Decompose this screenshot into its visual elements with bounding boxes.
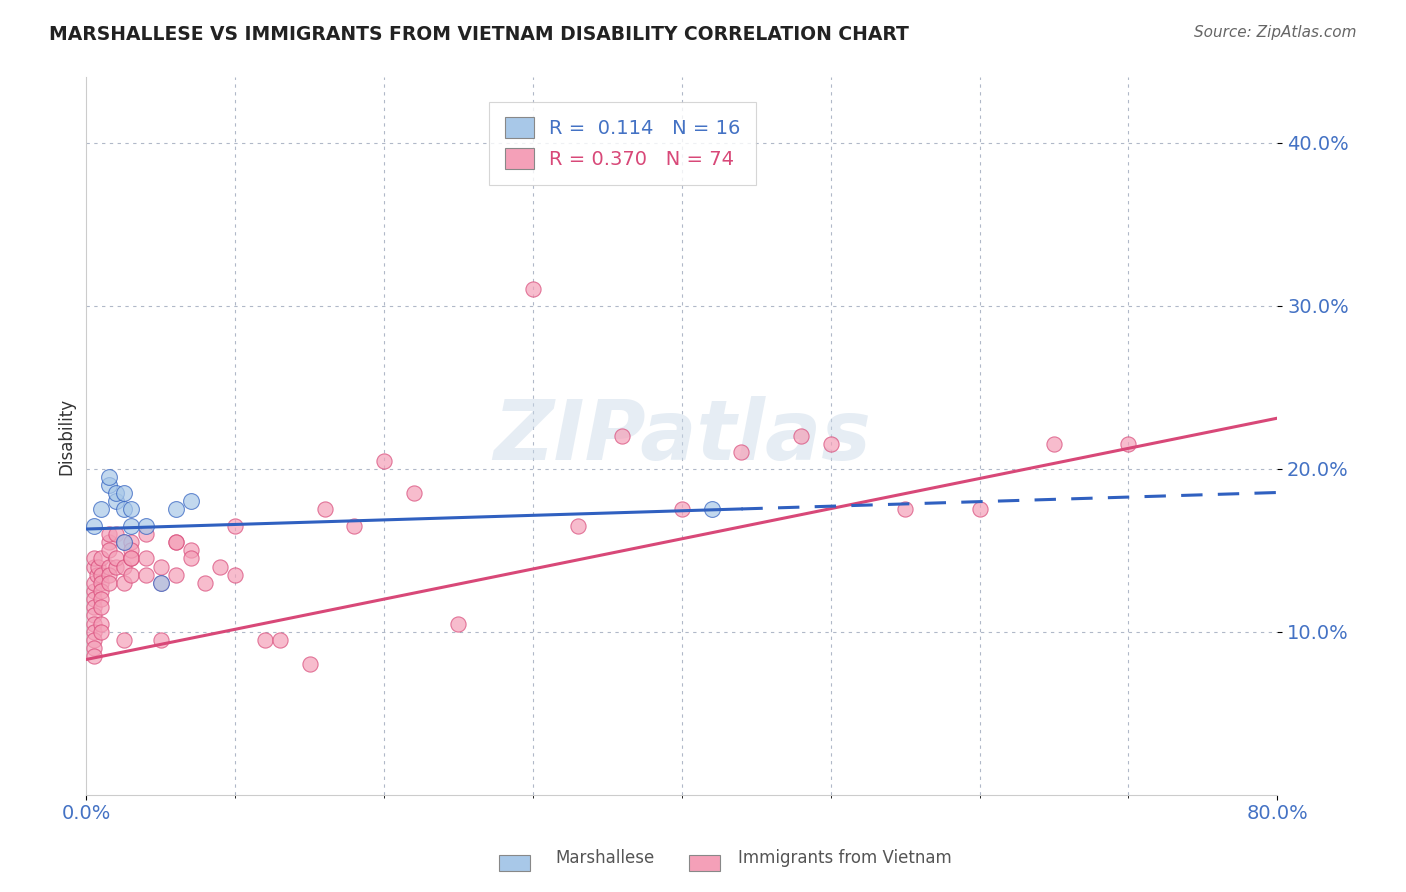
Point: [97, 478, 120, 492]
Point: [120, 502, 142, 516]
Point: [112, 559, 135, 574]
Point: [90, 551, 112, 566]
Point: [522, 282, 544, 296]
Point: [298, 657, 321, 672]
Point: [790, 429, 813, 443]
Point: [730, 445, 752, 459]
Point: [90, 624, 112, 639]
Point: [120, 535, 142, 549]
Point: [97, 567, 120, 582]
Point: [165, 535, 187, 549]
Point: [179, 543, 201, 558]
Point: [120, 551, 142, 566]
Point: [224, 518, 246, 533]
Point: [97, 543, 120, 558]
Point: [90, 584, 112, 599]
Point: [135, 518, 157, 533]
Point: [83, 632, 105, 647]
Point: [969, 502, 991, 516]
Point: [87, 559, 110, 574]
Text: Source: ZipAtlas.com: Source: ZipAtlas.com: [1194, 25, 1357, 40]
Point: [90, 600, 112, 615]
Point: [120, 543, 142, 558]
Point: [105, 551, 128, 566]
Point: [90, 575, 112, 590]
Point: [112, 502, 135, 516]
Point: [83, 518, 105, 533]
Point: [97, 575, 120, 590]
Text: Immigrants from Vietnam: Immigrants from Vietnam: [738, 848, 952, 866]
Point: [97, 470, 120, 484]
Point: [90, 502, 112, 516]
Point: [894, 502, 917, 516]
Point: [83, 600, 105, 615]
Point: [83, 624, 105, 639]
Point: [120, 551, 142, 566]
Point: [86, 567, 108, 582]
Point: [194, 575, 217, 590]
Text: MARSHALLESE VS IMMIGRANTS FROM VIETNAM DISABILITY CORRELATION CHART: MARSHALLESE VS IMMIGRANTS FROM VIETNAM D…: [49, 25, 910, 44]
Point: [1043, 437, 1066, 451]
Point: [97, 535, 120, 549]
Point: [120, 518, 142, 533]
Point: [83, 584, 105, 599]
Point: [83, 616, 105, 631]
Point: [149, 575, 172, 590]
Text: Marshallese: Marshallese: [555, 848, 655, 866]
Legend: R =  0.114   N = 16, R = 0.370   N = 74: R = 0.114 N = 16, R = 0.370 N = 74: [489, 102, 756, 185]
Point: [112, 535, 135, 549]
Point: [209, 559, 232, 574]
Point: [567, 518, 589, 533]
Point: [83, 551, 105, 566]
Point: [105, 527, 128, 541]
Point: [314, 502, 336, 516]
Point: [149, 575, 172, 590]
Point: [83, 608, 105, 623]
Point: [224, 567, 246, 582]
Point: [90, 567, 112, 582]
Point: [135, 567, 157, 582]
Point: [402, 486, 425, 500]
Point: [165, 502, 187, 516]
Point: [253, 632, 276, 647]
Point: [90, 592, 112, 607]
Point: [97, 559, 120, 574]
Point: [447, 616, 470, 631]
Point: [671, 502, 693, 516]
Point: [83, 649, 105, 664]
Point: [269, 632, 291, 647]
Point: [120, 567, 142, 582]
Point: [179, 551, 201, 566]
Point: [83, 592, 105, 607]
Point: [105, 494, 128, 508]
Text: ZIPatlas: ZIPatlas: [494, 395, 870, 476]
Point: [97, 527, 120, 541]
Point: [612, 429, 634, 443]
Point: [149, 632, 172, 647]
Point: [105, 486, 128, 500]
Point: [179, 494, 201, 508]
Point: [165, 567, 187, 582]
Point: [112, 535, 135, 549]
Point: [112, 486, 135, 500]
Point: [149, 559, 172, 574]
Point: [83, 640, 105, 655]
Point: [135, 527, 157, 541]
Point: [343, 518, 366, 533]
Point: [83, 575, 105, 590]
Point: [820, 437, 842, 451]
Point: [1118, 437, 1140, 451]
Point: [105, 559, 128, 574]
Point: [112, 575, 135, 590]
Point: [112, 632, 135, 647]
Point: [135, 551, 157, 566]
Point: [83, 559, 105, 574]
Point: [90, 616, 112, 631]
Point: [373, 453, 395, 467]
Point: [700, 502, 723, 516]
Point: [165, 535, 187, 549]
Y-axis label: Disability: Disability: [58, 398, 75, 475]
